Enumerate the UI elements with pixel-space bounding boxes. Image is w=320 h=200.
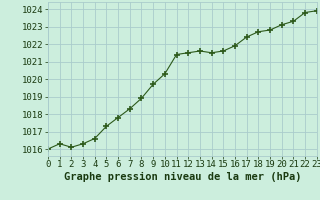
X-axis label: Graphe pression niveau de la mer (hPa): Graphe pression niveau de la mer (hPa) xyxy=(64,172,301,182)
